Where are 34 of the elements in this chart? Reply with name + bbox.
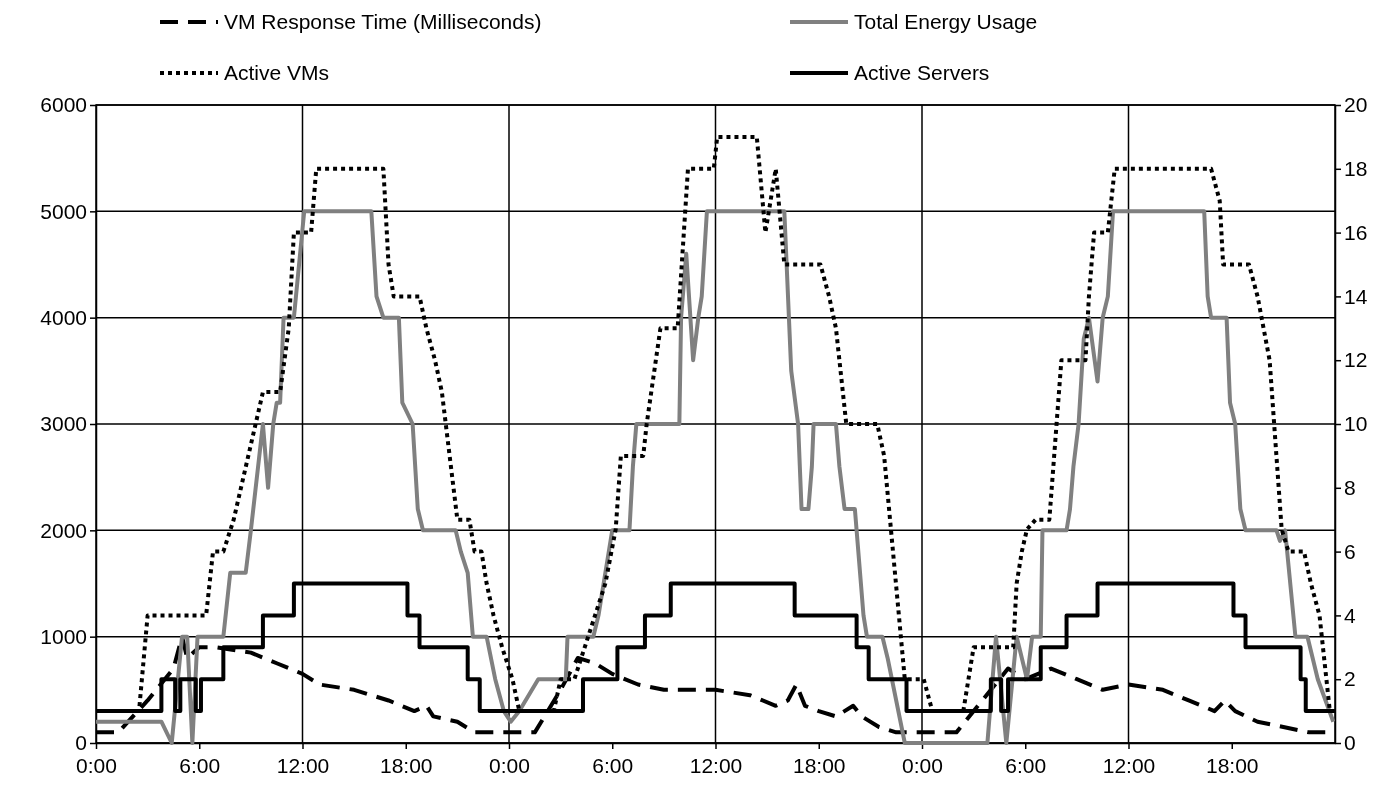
- y-tick-label: 1000: [40, 624, 87, 648]
- x-tick-label: 12:00: [276, 754, 330, 777]
- y2-tick-label: 6: [1344, 539, 1356, 563]
- y-tick-label: 2000: [40, 518, 87, 542]
- y2-tick-label: 8: [1344, 476, 1356, 500]
- x-tick-label: 0:00: [902, 754, 943, 777]
- y-tick-label: 5000: [40, 199, 87, 223]
- y-tick-label: 0: [75, 731, 87, 755]
- y2-tick-label: 0: [1344, 731, 1356, 755]
- y2-tick-label: 14: [1344, 284, 1368, 308]
- x-tick-label: 12:00: [1102, 754, 1156, 777]
- x-tick-label: 12:00: [689, 754, 743, 777]
- x-tick-label: 0:00: [76, 754, 117, 777]
- y2-tick-label: 4: [1344, 603, 1356, 627]
- legend-label: Total Energy Usage: [854, 10, 1038, 33]
- y2-tick-label: 10: [1344, 412, 1368, 436]
- y2-tick-label: 2: [1344, 667, 1356, 691]
- y2-tick-label: 12: [1344, 348, 1368, 372]
- x-tick-label: 0:00: [489, 754, 530, 777]
- x-tick-label: 18:00: [792, 754, 846, 777]
- x-tick-label: 6:00: [592, 754, 634, 777]
- x-tick-label: 6:00: [179, 754, 221, 777]
- legend-label: VM Response Time (Milliseconds): [224, 10, 542, 33]
- x-tick-label: 6:00: [1005, 754, 1047, 777]
- y-tick-label: 4000: [40, 305, 87, 329]
- y2-tick-label: 16: [1344, 220, 1368, 244]
- x-tick-label: 18:00: [1205, 754, 1259, 777]
- legend-label: Active VMs: [224, 61, 330, 84]
- y2-tick-label: 20: [1344, 93, 1368, 117]
- y-tick-label: 6000: [40, 93, 87, 117]
- y-tick-label: 3000: [40, 412, 87, 436]
- x-tick-label: 18:00: [379, 754, 433, 777]
- legend-label: Active Servers: [854, 61, 990, 84]
- y2-tick-label: 18: [1344, 157, 1368, 181]
